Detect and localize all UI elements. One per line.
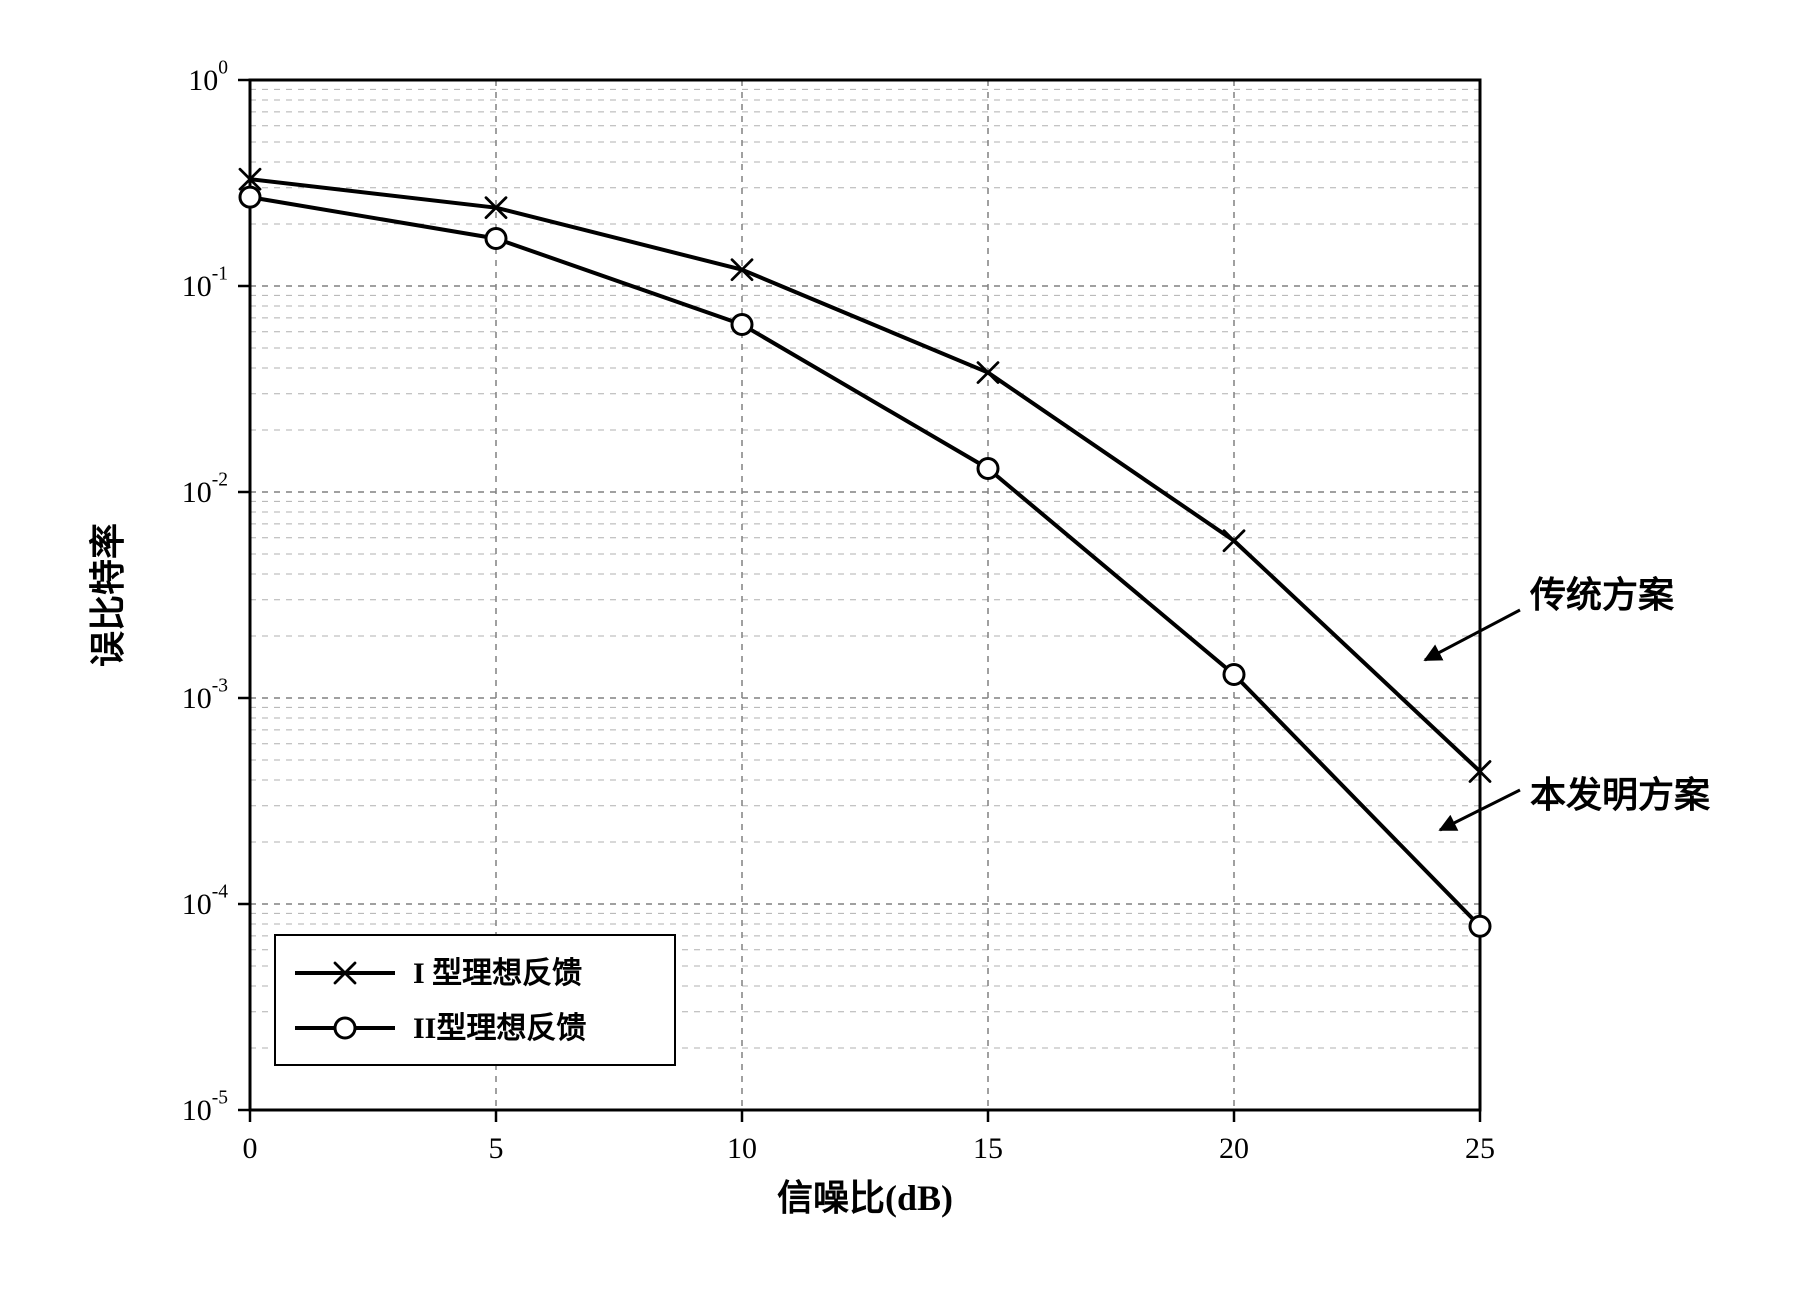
annotation-label: 本发明方案	[1530, 775, 1711, 815]
x-tick-label: 0	[243, 1132, 258, 1165]
x-tick-label: 15	[973, 1132, 1003, 1165]
legend: I 型理想反馈 II型理想反馈	[275, 935, 675, 1065]
x-tick-label: 20	[1219, 1132, 1249, 1165]
x-tick-label: 5	[489, 1132, 504, 1165]
y-axis-label: 误比特率	[88, 523, 128, 667]
annotation-label: 传统方案	[1529, 575, 1675, 615]
ber-vs-snr-chart: 051015202510-510-410-310-210-1100信噪比(dB)…	[20, 20, 1815, 1288]
x-tick-label: 25	[1465, 1132, 1495, 1165]
x-axis-label: 信噪比(dB)	[777, 1178, 953, 1218]
legend-label: I 型理想反馈	[413, 957, 582, 990]
legend-label: II型理想反馈	[413, 1012, 586, 1045]
chart-container: 051015202510-510-410-310-210-1100信噪比(dB)…	[20, 20, 1815, 1288]
x-tick-label: 10	[727, 1132, 757, 1165]
